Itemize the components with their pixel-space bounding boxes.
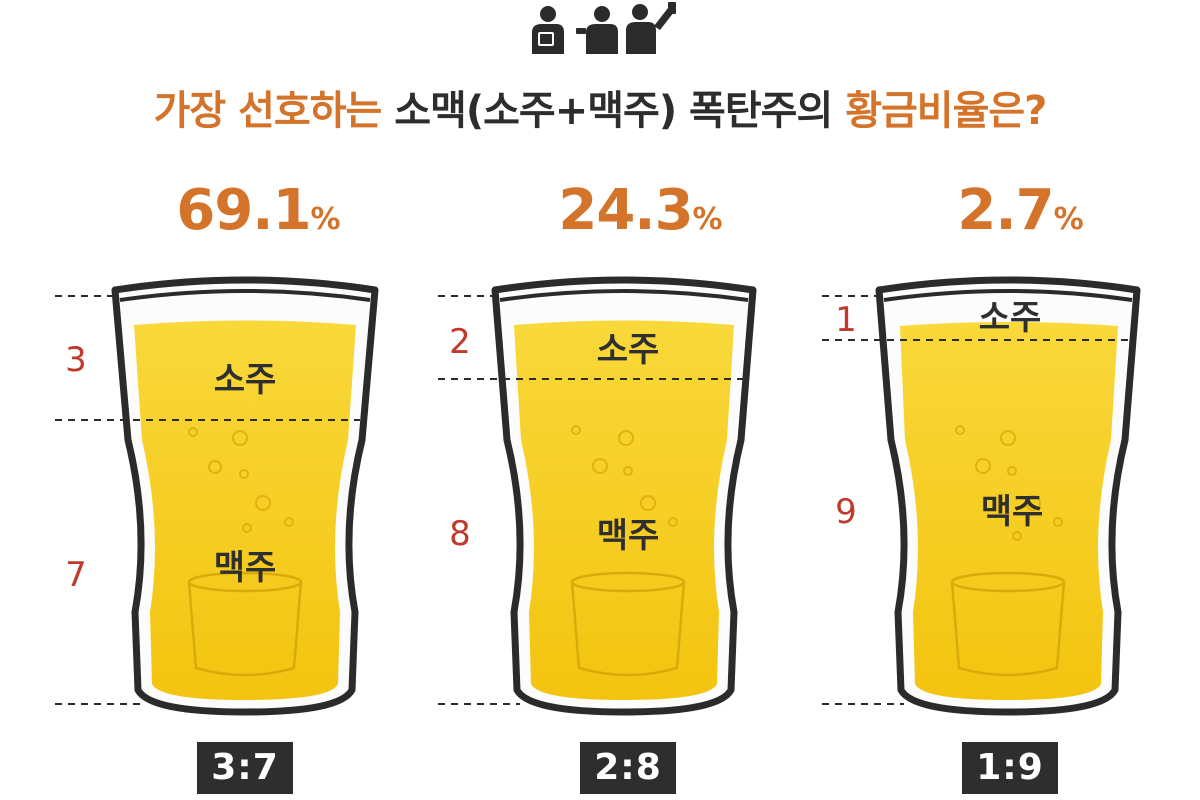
title-part-1: 가장 선호하는 [153,88,395,134]
title-part-3: 황금비율은? [845,88,1047,134]
glass-3 [875,276,1141,717]
glass-2-rim [499,289,749,302]
glass-1 [111,276,379,717]
glass-2-soju-parts: 2 [449,322,471,362]
percent-symbol-1: % [310,202,341,237]
glass-2 [491,276,757,717]
guide-lines [55,295,1128,705]
ratio-label-1: 3:7 [197,742,293,794]
percent-label-2: 24.3% [490,178,790,243]
ratio-label-3: 1:9 [962,742,1058,794]
glass-2-beer [514,320,734,700]
percent-symbol-2: % [692,202,723,237]
glass-1-soju-label: 소주 [213,360,277,400]
percent-value-2: 24.3 [558,178,693,243]
title-part-2: 소맥(소주+맥주) 폭탄주의 [394,88,846,134]
glass-1-beer [134,320,356,700]
glass-3-bottom-glass [950,571,1066,677]
glass-3-soju-parts: 1 [835,300,857,340]
glass-2-beer-parts: 8 [449,514,471,554]
glass-1-rim [119,289,371,302]
chart-title: 가장 선호하는 소맥(소주+맥주) 폭탄주의 황금비율은? [0,78,1200,136]
glass-1-soju-parts: 3 [65,340,87,380]
glass-1-beer-parts: 7 [65,555,87,595]
glass-3-rim [883,289,1133,302]
glass-3-soju-label: 소주 [978,298,1042,338]
glass-1-bubbles [188,427,294,533]
percent-value-1: 69.1 [176,178,311,243]
percent-symbol-3: % [1053,202,1084,237]
glass-2-beer-label: 맥주 [596,516,660,556]
glass-2-bubbles [571,425,678,527]
glass-3-bubbles [955,425,1063,541]
people-drinking-icon [532,2,676,54]
percent-label-3: 2.7% [870,178,1170,243]
glass-3-beer-label: 맥주 [980,492,1044,532]
percent-label-1: 69.1% [108,178,408,243]
glass-3-beer-parts: 9 [835,492,857,532]
percent-value-3: 2.7 [957,178,1054,243]
glass-1-bottom-glass [187,571,303,677]
glass-2-soju-label: 소주 [596,330,660,370]
ratio-label-2: 2:8 [580,742,676,794]
glass-2-bottom-glass [570,571,686,677]
glass-1-beer-label: 맥주 [213,548,277,588]
